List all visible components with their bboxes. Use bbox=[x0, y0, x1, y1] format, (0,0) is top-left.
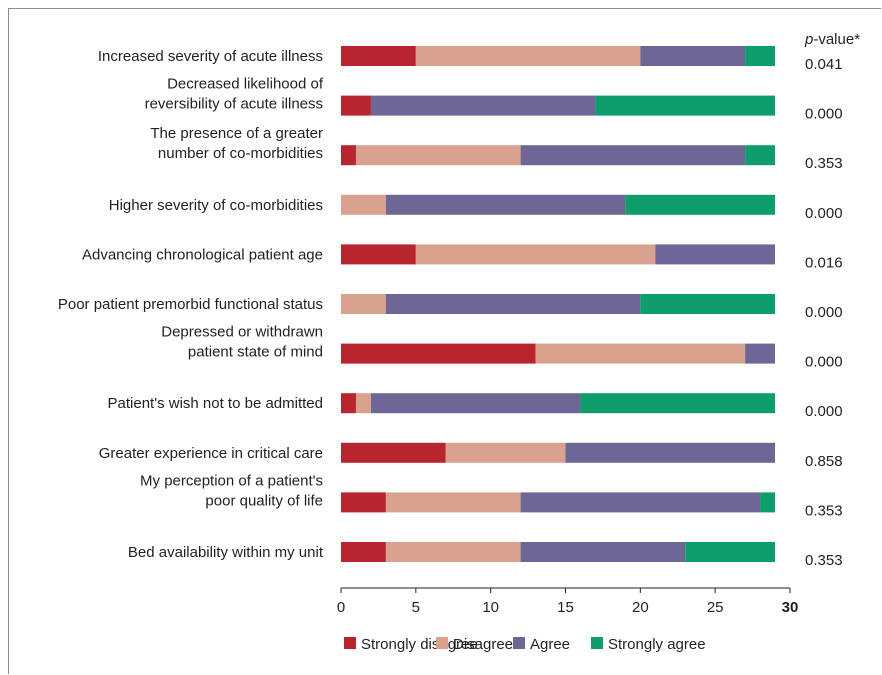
bar-segment bbox=[341, 194, 386, 215]
category-label: Depressed or withdrawn patient state of m… bbox=[161, 324, 323, 361]
bar-segment bbox=[520, 145, 746, 166]
bar-segment bbox=[655, 244, 776, 265]
bar-segment bbox=[385, 492, 521, 513]
bar-segment bbox=[341, 46, 416, 66]
pvalue-label: 0.353 bbox=[805, 155, 843, 172]
bars-group bbox=[341, 46, 776, 562]
category-label: Decreased likelihood of reversibility of … bbox=[145, 76, 324, 113]
bar-segment bbox=[685, 542, 776, 562]
bar-segment bbox=[385, 194, 626, 215]
bar-segment bbox=[341, 393, 356, 414]
bar-segment bbox=[415, 244, 656, 265]
pvalue-label: 0.000 bbox=[805, 205, 843, 222]
chart-frame bbox=[8, 8, 881, 674]
category-label: Poor patient premorbid functional status bbox=[58, 296, 323, 313]
pvalue-label: 0.858 bbox=[805, 453, 843, 470]
category-label: My perception of a patient's poor quality… bbox=[140, 472, 323, 509]
bar-segment bbox=[341, 343, 536, 364]
pvalue-label: 0.041 bbox=[805, 56, 843, 73]
category-label: Increased severity of acute illness bbox=[98, 48, 323, 65]
category-label: Advancing chronological patient age bbox=[82, 246, 323, 263]
bar-segment bbox=[640, 294, 776, 314]
legend-swatch bbox=[513, 637, 525, 649]
x-tick-label: 5 bbox=[412, 599, 420, 616]
category-label: The presence of a greater number of co-mo… bbox=[150, 125, 323, 162]
bar-segment bbox=[745, 145, 776, 166]
bar-segment bbox=[565, 442, 776, 463]
bar-segment bbox=[341, 492, 386, 513]
bar-segment bbox=[355, 393, 371, 414]
legend-label: Disagree bbox=[453, 636, 513, 653]
legend-label: Agree bbox=[530, 636, 570, 653]
legend-swatch bbox=[344, 637, 356, 649]
bar-segment bbox=[625, 194, 776, 215]
bar-segment bbox=[341, 95, 371, 116]
bar-segment bbox=[355, 145, 521, 166]
legend-swatch bbox=[591, 637, 603, 649]
bar-segment bbox=[370, 95, 596, 116]
bar-segment bbox=[341, 542, 386, 562]
bar-segment bbox=[385, 542, 521, 562]
bar-segment bbox=[580, 393, 776, 414]
bar-segment bbox=[341, 442, 446, 463]
x-tick-label: 15 bbox=[557, 599, 574, 616]
x-tick-label: 30 bbox=[782, 599, 799, 616]
x-axis: 0 5 10 15 20 25 30 bbox=[337, 587, 799, 616]
bar-segment bbox=[445, 442, 566, 463]
pvalue-label: 0.353 bbox=[805, 552, 843, 569]
bar-segment bbox=[595, 95, 776, 116]
bar-segment bbox=[535, 343, 746, 364]
bar-segment bbox=[415, 46, 641, 66]
legend-label: Strongly agree bbox=[608, 636, 706, 653]
x-tick-label: 20 bbox=[632, 599, 649, 616]
pvalue-label: 0.000 bbox=[805, 354, 843, 371]
bar-segment bbox=[745, 46, 776, 66]
pvalue-header: p-value* bbox=[804, 31, 860, 48]
legend-swatch bbox=[436, 637, 448, 649]
pvalue-label: 0.000 bbox=[805, 106, 843, 123]
bar-segment bbox=[370, 393, 581, 414]
bar-segment bbox=[640, 46, 746, 66]
bar-segment bbox=[341, 145, 356, 166]
bar-segment bbox=[520, 492, 761, 513]
x-tick-label: 25 bbox=[707, 599, 724, 616]
x-tick-label: 0 bbox=[337, 599, 345, 616]
category-label: Greater experience in critical care bbox=[99, 445, 323, 462]
category-label: Bed availability within my unit bbox=[128, 544, 324, 561]
pvalue-label: 0.353 bbox=[805, 502, 843, 519]
pvalue-label: 0.000 bbox=[805, 403, 843, 420]
bar-segment bbox=[745, 343, 776, 364]
category-label: Patient's wish not to be admitted bbox=[108, 395, 324, 412]
category-label: Higher severity of co-morbidities bbox=[109, 197, 323, 214]
pvalues-group: 0.041 0.000 0.353 0.000 0.016 0.000 0.000 0.000… bbox=[804, 31, 860, 569]
pvalue-label: 0.016 bbox=[805, 254, 843, 271]
legend-label: Strongly disagree bbox=[361, 636, 478, 653]
bar-segment bbox=[520, 542, 686, 562]
category-labels-group: Increased severity of acute illness Decre… bbox=[58, 48, 324, 561]
pvalue-label: 0.000 bbox=[805, 304, 843, 321]
bar-segment bbox=[341, 294, 386, 314]
x-tick-label: 10 bbox=[482, 599, 499, 616]
bar-segment bbox=[341, 244, 416, 265]
bar-segment bbox=[760, 492, 776, 513]
bar-segment bbox=[385, 294, 641, 314]
